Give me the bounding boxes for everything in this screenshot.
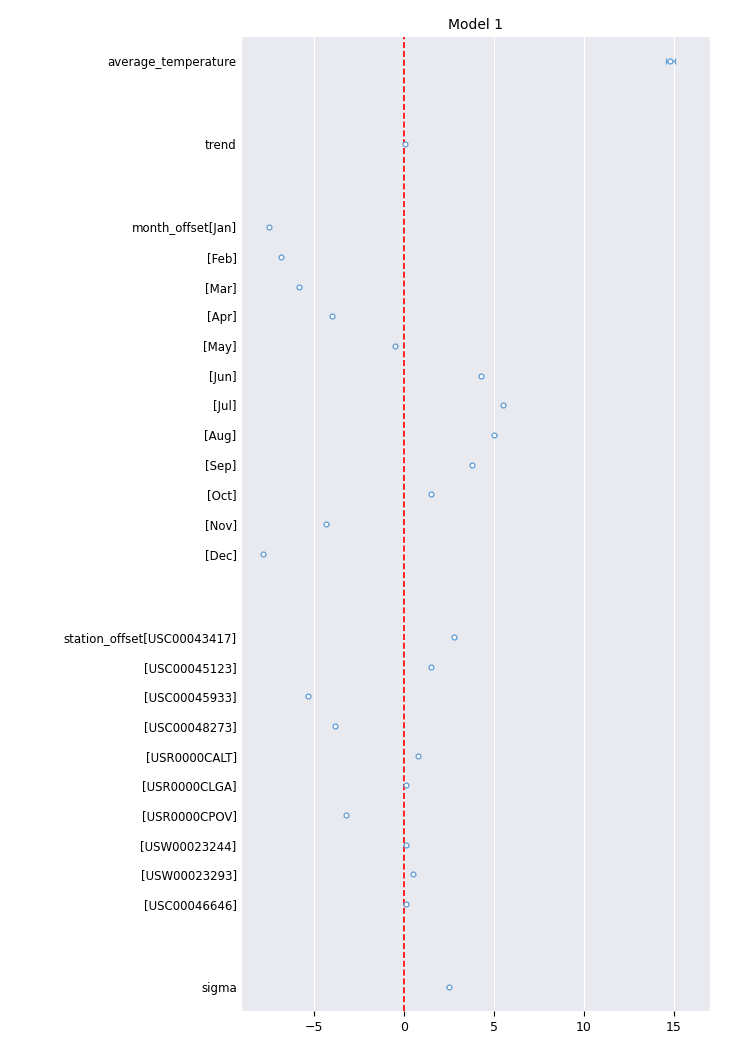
Title: Model 1: Model 1: [448, 18, 504, 32]
